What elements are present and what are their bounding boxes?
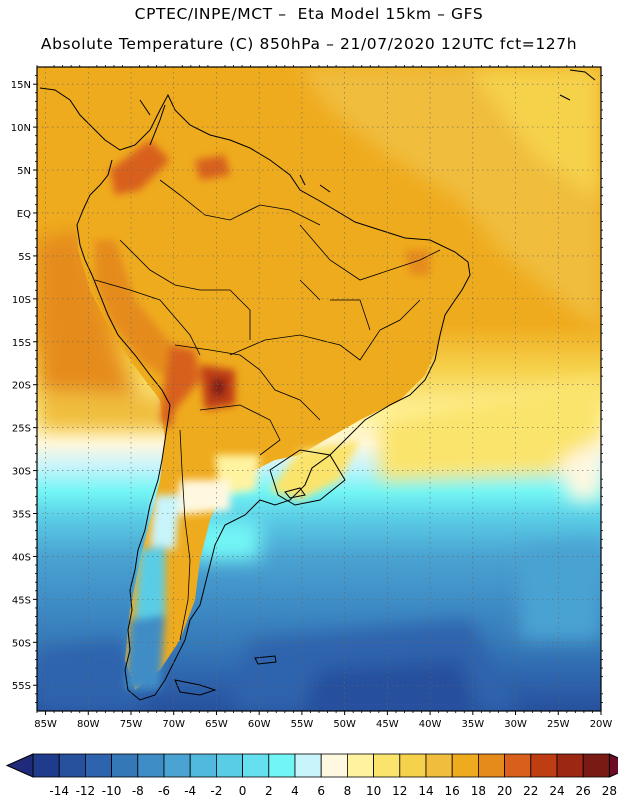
coastlines — [39, 69, 596, 701]
lon-label: 70W — [162, 719, 185, 730]
colorbar-swatch — [32, 753, 60, 778]
latitude-labels: 15N 10N 5N EQ 5S 10S 15S 20S 25S 30S 35S 40S 45S 50S 5… — [11, 80, 31, 692]
colorbar-swatch — [530, 753, 558, 778]
lat-label: 50S — [12, 638, 31, 649]
colorbar-label: 14 — [418, 784, 433, 798]
colorbar-label: -6 — [158, 784, 170, 798]
colorbar-label: -2 — [210, 784, 222, 798]
colorbar-swatch — [163, 753, 191, 778]
lat-label: 5N — [17, 166, 31, 177]
colorbar-swatch — [556, 753, 584, 778]
lat-label: 5S — [18, 252, 31, 263]
colorbar-label: 22 — [523, 784, 538, 798]
lat-label: 10S — [12, 295, 31, 306]
colorbar-label: 26 — [576, 784, 591, 798]
colorbar-swatch — [294, 753, 322, 778]
lon-label: 25W — [547, 719, 570, 730]
lat-label: 35S — [12, 510, 31, 521]
chart-title-line-1: CPTEC/INPE/MCT – Eta Model 15km – GFS — [134, 5, 484, 23]
colorbar-label: -12 — [76, 784, 96, 798]
lon-label: 60W — [248, 719, 271, 730]
colorbar-swatch — [451, 753, 479, 778]
colorbar-under-arrow — [5, 753, 34, 778]
lon-label: 75W — [120, 719, 143, 730]
colorbar-label: -10 — [102, 784, 122, 798]
colorbar-swatch — [268, 753, 296, 778]
colorbar-swatch — [137, 753, 165, 778]
lat-label: 15S — [12, 338, 31, 349]
colorbar-swatch — [58, 753, 86, 778]
colorbar-swatch — [399, 753, 427, 778]
colorbar-swatch — [582, 753, 610, 778]
lat-label: 30S — [12, 467, 31, 478]
colorbar-label: 4 — [291, 784, 299, 798]
lon-label: 65W — [205, 719, 228, 730]
colorbar-label: 20 — [497, 784, 512, 798]
lat-label: 10N — [11, 123, 31, 134]
colorbar-label: 24 — [549, 784, 564, 798]
colorbar-swatch — [373, 753, 401, 778]
colorbar-swatch — [346, 753, 374, 778]
colorbar-swatch — [85, 753, 113, 778]
lat-label: 15N — [11, 80, 31, 91]
lon-label: 80W — [77, 719, 100, 730]
colorbar-label: 8 — [344, 784, 352, 798]
lat-label: 55S — [12, 681, 31, 692]
colorbar-swatch — [215, 753, 243, 778]
lon-label: 35W — [462, 719, 485, 730]
lon-label: 30W — [504, 719, 527, 730]
colorbar-swatch — [189, 753, 217, 778]
lon-label: 55W — [291, 719, 314, 730]
lat-label: EQ — [17, 209, 31, 220]
colorbar-swatch — [111, 753, 139, 778]
colorbar-label: 2 — [265, 784, 273, 798]
lat-label: 20S — [12, 381, 31, 392]
longitude-labels: 85W 80W 75W 70W 65W 60W 55W 50W 45W 40W 35W 30W 25W 2… — [34, 719, 612, 730]
colorbar-label: -8 — [132, 784, 144, 798]
colorbar-label: 6 — [317, 784, 325, 798]
colorbar-over-arrow — [608, 753, 618, 778]
colorbar-label: 12 — [392, 784, 407, 798]
colorbar-swatch — [504, 753, 532, 778]
lon-label: 85W — [34, 719, 57, 730]
colorbar-swatch — [425, 753, 453, 778]
colorbar-label: 18 — [471, 784, 486, 798]
colorbar-swatch — [477, 753, 505, 778]
map-frame — [36, 66, 602, 712]
chart-title-line-2: Absolute Temperature (C) 850hPa – 21/07/… — [40, 35, 578, 53]
lon-label: 45W — [376, 719, 399, 730]
lon-label: 20W — [590, 719, 613, 730]
colorbar-label: 10 — [366, 784, 381, 798]
graticule — [33, 65, 603, 715]
colorbar-label: -4 — [184, 784, 196, 798]
colorbar-swatch — [242, 753, 270, 778]
lat-label: 45S — [12, 595, 31, 606]
colorbar-label: 0 — [239, 784, 247, 798]
colorbar-swatch — [320, 753, 348, 778]
lat-label: 40S — [12, 552, 31, 563]
colorbar-label: -14 — [49, 784, 69, 798]
colorbar-label: 16 — [445, 784, 460, 798]
country-borders — [94, 179, 441, 641]
colorbar-label: 28 — [602, 784, 617, 798]
lon-label: 50W — [333, 719, 356, 730]
lon-label: 40W — [419, 719, 442, 730]
lat-label: 25S — [12, 424, 31, 435]
